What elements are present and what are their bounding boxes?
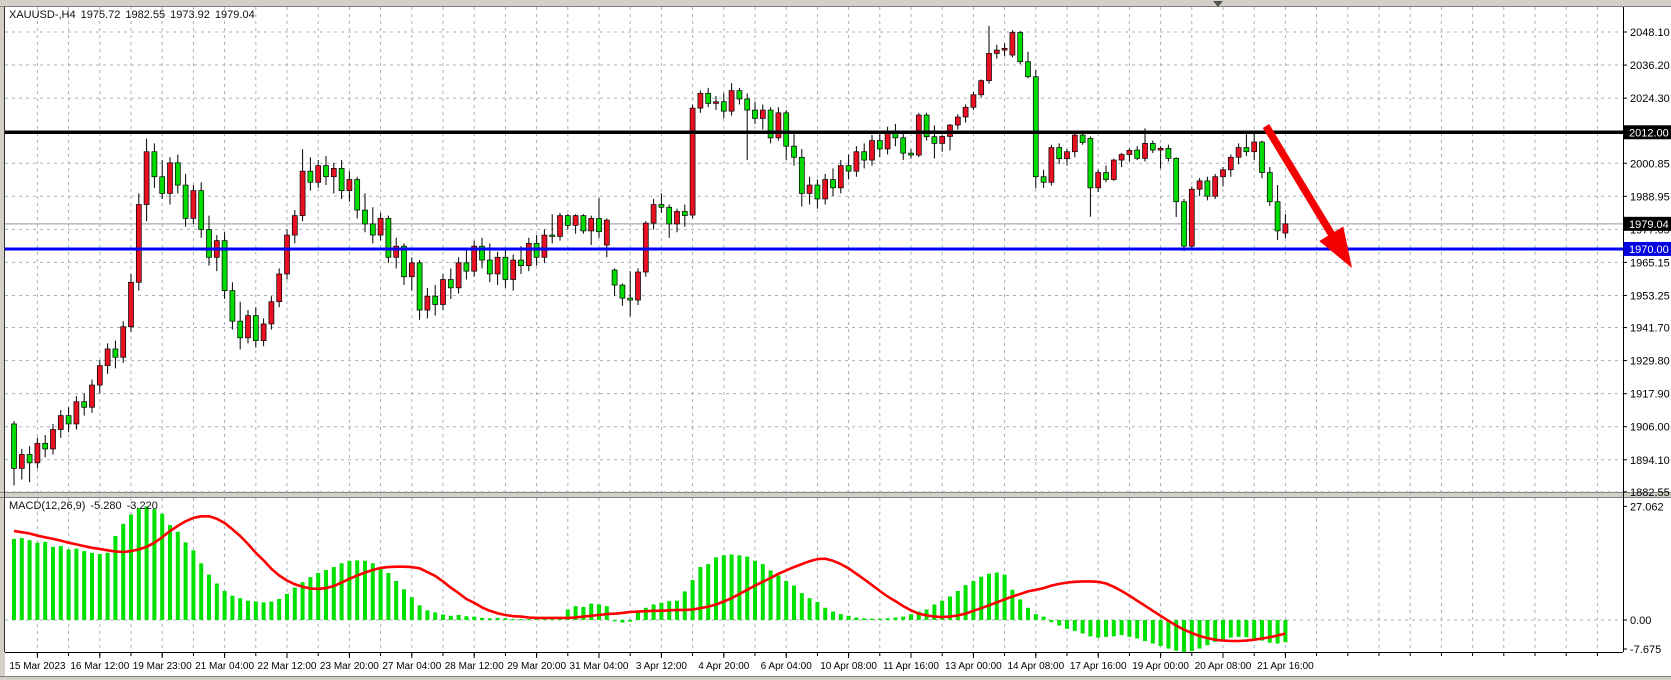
time-tick-label: 10 Apr 08:00 bbox=[820, 661, 877, 672]
time-tick-label: 19 Apr 00:00 bbox=[1132, 661, 1189, 672]
time-tick-label: 23 Mar 20:00 bbox=[320, 661, 379, 672]
price-tick-label: 1929.80 bbox=[1630, 356, 1670, 368]
price-tick-label: 1882.55 bbox=[1630, 487, 1670, 499]
chart-shift-marker[interactable] bbox=[1213, 1, 1223, 7]
macd-tick-label: 0.00 bbox=[1630, 615, 1651, 627]
price-tick-label: 1953.25 bbox=[1630, 290, 1670, 302]
ohlc-low: 1973.92 bbox=[170, 9, 210, 21]
price-tick-label: 1988.95 bbox=[1630, 191, 1670, 203]
time-tick-label: 6 Apr 04:00 bbox=[761, 661, 813, 672]
candles-layer bbox=[11, 25, 1289, 486]
price-badge bbox=[1623, 125, 1671, 140]
time-tick-label: 22 Mar 12:00 bbox=[258, 661, 317, 672]
time-tick-label: 13 Apr 00:00 bbox=[945, 661, 1002, 672]
time-axis[interactable]: 15 Mar 2023 16 Mar 12:00 19 Mar 23:00 21 Ma… bbox=[9, 652, 1598, 672]
time-tick-label: 11 Apr 16:00 bbox=[883, 661, 939, 672]
chart-title: XAUUSD-,H4 1975.72 1982.55 1973.92 1979.04 bbox=[9, 9, 260, 21]
time-tick-label: 31 Mar 04:00 bbox=[570, 661, 629, 672]
macd-signal-line bbox=[13, 514, 1286, 643]
indicator-name: MACD(12,26,9) bbox=[9, 500, 86, 512]
time-tick-label: 3 Apr 12:00 bbox=[636, 661, 688, 672]
price-badge-label: 2012.00 bbox=[1629, 127, 1669, 139]
price-tick-label: 1965.15 bbox=[1630, 257, 1670, 269]
price-tick-label: 1894.10 bbox=[1630, 455, 1670, 467]
price-badge-label: 1970.00 bbox=[1629, 244, 1669, 256]
price-badge-label: 1979.04 bbox=[1629, 219, 1669, 231]
macd-layer bbox=[12, 506, 1288, 653]
indicator-signal-value: -3.220 bbox=[126, 500, 158, 512]
macd-tick-label: -7.675 bbox=[1630, 644, 1661, 656]
ohlc-close: 1979.04 bbox=[214, 9, 255, 21]
time-tick-label: 19 Mar 23:00 bbox=[133, 661, 192, 672]
price-badge bbox=[1623, 241, 1671, 256]
price-axis[interactable]: 2048.102036.202024.302000.851988.951977.… bbox=[1623, 27, 1671, 499]
price-tick-label: 1941.70 bbox=[1630, 323, 1670, 335]
time-tick-label: 21 Mar 04:00 bbox=[195, 661, 254, 672]
time-tick-label: 14 Apr 08:00 bbox=[1007, 661, 1064, 672]
time-tick-label: 15 Mar 2023 bbox=[9, 661, 66, 672]
horizontal-lines[interactable] bbox=[5, 130, 1623, 251]
price-tick-label: 1917.90 bbox=[1630, 389, 1670, 401]
symbol-period: XAUUSD-,H4 bbox=[9, 9, 76, 21]
time-tick-label: 4 Apr 20:00 bbox=[698, 661, 750, 672]
time-tick-label: 28 Mar 12:00 bbox=[445, 661, 504, 672]
time-tick-label: 20 Apr 08:00 bbox=[1195, 661, 1252, 672]
macd-axis[interactable]: 27.062 0.00 -7.675 bbox=[1623, 501, 1664, 656]
indicator-label: MACD(12,26,9) -5.280 -3.220 bbox=[9, 500, 163, 512]
price-badge bbox=[1623, 216, 1671, 231]
price-tick-label: 2000.85 bbox=[1630, 158, 1670, 170]
price-tick-label: 2048.10 bbox=[1630, 27, 1670, 39]
price-tick-label: 1906.00 bbox=[1630, 422, 1670, 434]
macd-tick-label: 27.062 bbox=[1630, 501, 1664, 513]
time-tick-label: 29 Mar 20:00 bbox=[507, 661, 566, 672]
price-tick-label: 2036.20 bbox=[1630, 60, 1670, 72]
indicator-main-value: -5.280 bbox=[90, 500, 122, 512]
ohlc-open: 1975.72 bbox=[80, 9, 121, 21]
time-tick-label: 16 Mar 12:00 bbox=[70, 661, 129, 672]
trend-arrow[interactable] bbox=[1262, 124, 1352, 268]
pane-borders bbox=[0, 6, 1671, 677]
time-tick-label: 21 Apr 16:00 bbox=[1257, 661, 1314, 672]
time-tick-label: 17 Apr 16:00 bbox=[1070, 661, 1127, 672]
ohlc-high: 1982.55 bbox=[125, 9, 166, 21]
time-tick-label: 27 Mar 04:00 bbox=[382, 661, 441, 672]
price-tick-label: 2024.30 bbox=[1630, 93, 1670, 105]
